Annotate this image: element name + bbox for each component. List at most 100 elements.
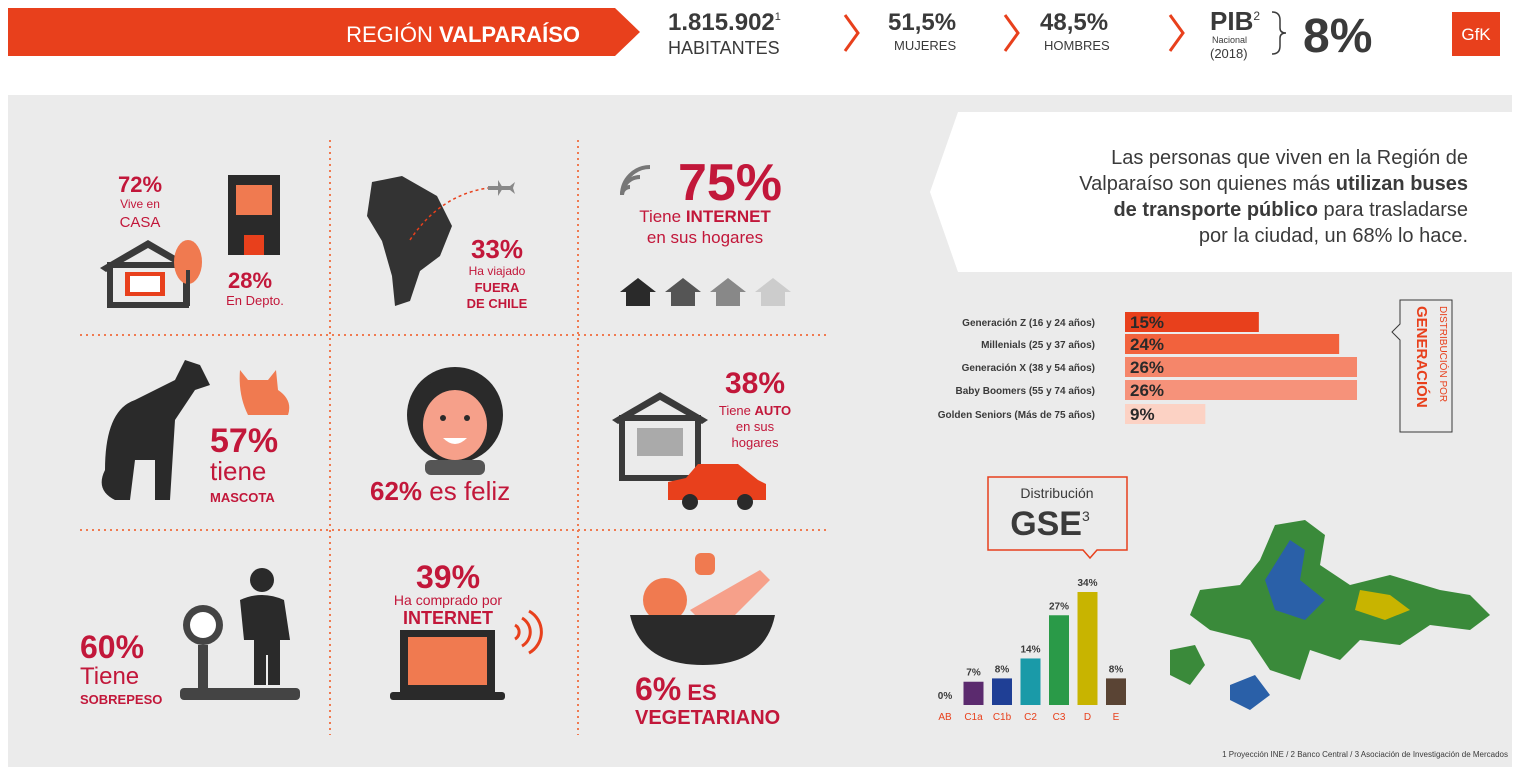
- logo: GfK: [1461, 25, 1491, 44]
- cell-text: MASCOTA: [210, 490, 275, 505]
- chart-title: DISTRIBUCIÓN POR: [1437, 306, 1450, 402]
- quote-box: [930, 112, 1512, 272]
- cell-pct: 6%: [635, 671, 681, 707]
- cell-text: 62% es feliz: [370, 476, 510, 506]
- gdp-value: 8%: [1303, 10, 1372, 63]
- cell-text: SOBREPESO: [80, 692, 162, 707]
- wifi-icon: [620, 165, 651, 196]
- chart-title: Distribución: [1020, 485, 1093, 501]
- gdp-label: PIB2: [1210, 6, 1260, 36]
- population-note: 1: [775, 11, 781, 23]
- houses-icon: [620, 278, 791, 306]
- quote-line: Valparaíso son quienes más utilizan buse…: [1079, 173, 1468, 195]
- bar: [1125, 334, 1340, 354]
- gse-title-box: [987, 476, 1128, 560]
- region-prefix: REGIÓN: [346, 22, 439, 47]
- quote-line: Las personas que viven en la Región de: [1111, 147, 1468, 169]
- bar: [963, 681, 984, 705]
- cell-pct: 57%: [210, 422, 278, 460]
- gdp-text: PIB: [1210, 6, 1253, 36]
- bar: [1077, 592, 1098, 705]
- men-label: HOMBRES: [1044, 38, 1110, 53]
- quote: Las personas que viven en la Región de V…: [1079, 147, 1468, 247]
- women-label: MUJERES: [894, 38, 956, 53]
- region-title: REGIÓN VALPARAÍSO: [346, 22, 580, 47]
- cell-text: hogares: [732, 435, 779, 450]
- generation-label-box: [1391, 299, 1453, 433]
- bar: [1125, 380, 1357, 400]
- quote-part: utilizan buses: [1336, 173, 1468, 195]
- chart-subtitle: GENERACIÓN: [1413, 306, 1431, 408]
- car-house-icon: [612, 392, 766, 510]
- gdp-year: (2018): [1210, 46, 1248, 61]
- cell-text: Ha viajado: [469, 264, 526, 278]
- cell-text: CASA: [120, 214, 161, 231]
- region-name: VALPARAÍSO: [439, 22, 580, 47]
- region-map: [1170, 520, 1490, 710]
- y-tick-label: Generación Z (16 y 24 años): [962, 318, 1095, 329]
- cell-pct: 62%: [370, 476, 422, 506]
- cell-text: DE CHILE: [467, 296, 528, 311]
- cell-text-part: INTERNET: [686, 207, 772, 226]
- x-tick-label: D: [1084, 712, 1091, 723]
- region-banner: [8, 8, 640, 56]
- data-label: 0%: [938, 691, 953, 702]
- data-label: 34%: [1077, 578, 1097, 589]
- cell-pct: 39%: [416, 559, 480, 595]
- cell-text: en sus hogares: [647, 228, 763, 247]
- quote-part: Valparaíso son quienes más: [1079, 173, 1335, 195]
- quote-line: por la ciudad, un 68% lo hace.: [1199, 225, 1468, 247]
- cell-text: FUERA: [475, 280, 520, 295]
- south-america-icon: [367, 176, 515, 306]
- data-label: 27%: [1049, 601, 1069, 612]
- face-icon: [407, 367, 503, 475]
- data-label: 15%: [1130, 313, 1164, 332]
- cell-text: Ha comprado por: [394, 592, 503, 608]
- men-value: 48,5%: [1040, 9, 1108, 36]
- bar: [1125, 357, 1357, 377]
- cell-text: en sus: [736, 419, 775, 434]
- cell-text-part: AUTO: [755, 403, 792, 418]
- gdp-sub: Nacional: [1212, 35, 1247, 45]
- data-label: 26%: [1130, 358, 1164, 377]
- data-label: 8%: [1109, 664, 1124, 675]
- data-label: 14%: [1020, 644, 1040, 655]
- house-icon: [100, 240, 202, 308]
- bar: [1125, 312, 1259, 332]
- cell-text: tiene: [210, 456, 266, 486]
- data-label: 24%: [1130, 335, 1164, 354]
- chart-title-note: 3: [1082, 508, 1090, 524]
- y-tick-label: Generación X (38 y 54 años): [962, 363, 1095, 374]
- cell-text: Vive en: [120, 197, 160, 211]
- cell-text: En Depto.: [226, 293, 284, 308]
- gdp-note: 2: [1253, 9, 1260, 23]
- chevron: [843, 14, 860, 52]
- quote-part: de transporte público: [1113, 199, 1317, 221]
- x-tick-label: E: [1113, 712, 1120, 723]
- population-label: HABITANTES: [668, 38, 780, 58]
- women-value: 51,5%: [888, 9, 956, 36]
- cell-pct: 72%: [118, 172, 162, 197]
- x-tick-label: AB: [938, 712, 952, 723]
- bar: [992, 678, 1012, 705]
- cell-text-part: Tiene: [639, 207, 686, 226]
- data-label: 26%: [1130, 381, 1164, 400]
- data-label: 7%: [966, 668, 981, 679]
- x-tick-label: C3: [1053, 712, 1066, 723]
- food-bowl-icon: [630, 553, 775, 665]
- footnote: 1 Proyección INE / 2 Banco Central / 3 A…: [1222, 750, 1508, 759]
- x-tick-label: C2: [1024, 712, 1037, 723]
- bar: [1049, 615, 1069, 705]
- cell-pct: 38%: [725, 367, 785, 400]
- bar: [1125, 404, 1206, 424]
- data-label: 8%: [995, 664, 1010, 675]
- quote-line: de transporte público para trasladarse: [1113, 199, 1468, 221]
- y-tick-label: Golden Seniors (Más de 75 años): [938, 410, 1095, 421]
- chart-subtitle: GSE3: [1010, 505, 1090, 543]
- x-tick-label: C1a: [964, 712, 983, 723]
- data-label: 9%: [1130, 405, 1155, 424]
- cell-text: Tiene AUTO: [719, 403, 791, 418]
- quote-part: para trasladarse: [1318, 199, 1468, 221]
